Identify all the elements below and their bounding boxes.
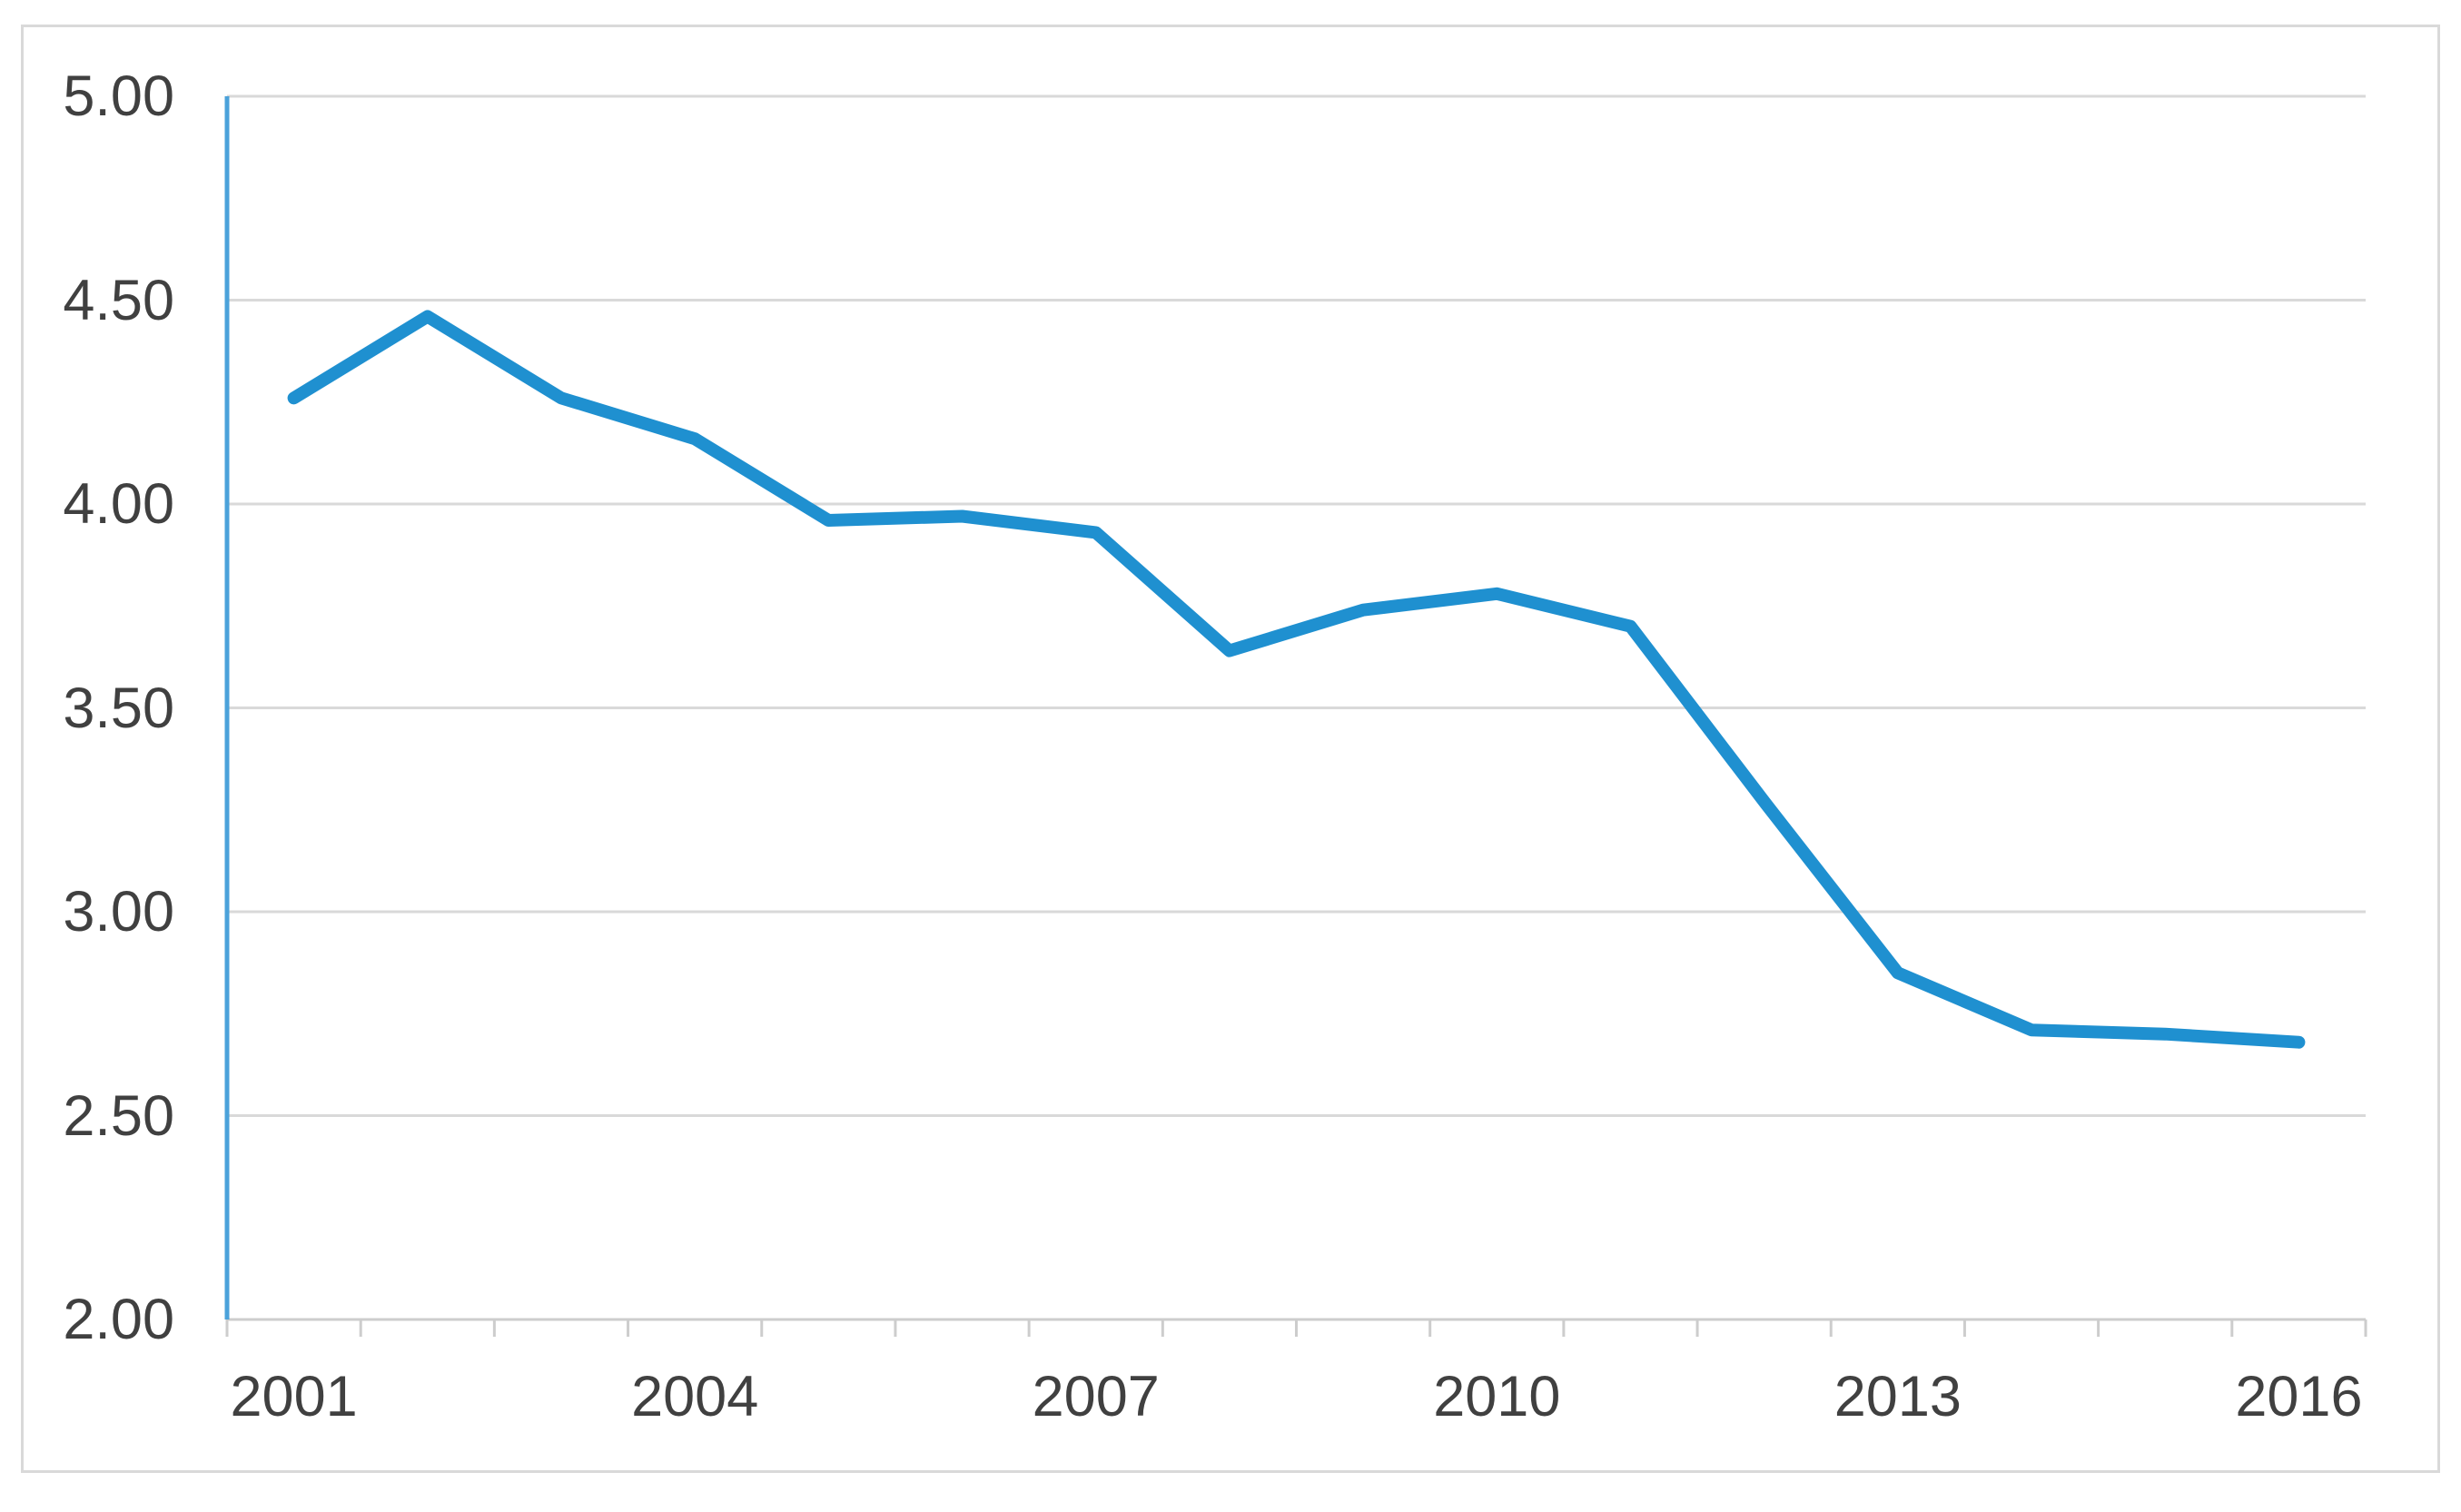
x-axis-tick-label: 2004: [631, 1365, 759, 1428]
y-axis-tick-label: 5.00: [63, 64, 174, 128]
y-axis-tick-label: 4.50: [63, 268, 174, 332]
chart-border-frame: [21, 25, 2440, 1473]
x-axis-tick-label: 2007: [1032, 1365, 1160, 1428]
gridlines: [227, 94, 2366, 1117]
y-axis-tick-label: 3.00: [63, 880, 174, 944]
y-axis-tick-label: 2.00: [63, 1288, 174, 1351]
data-series: [287, 310, 2306, 1049]
x-axis-tick-label: 2010: [1433, 1365, 1561, 1428]
x-axis-tick-label: 2016: [2235, 1365, 2363, 1428]
data-series-line: [287, 310, 2306, 1049]
y-axis-tick-label: 3.50: [63, 676, 174, 740]
y-axis-tick-label: 2.50: [63, 1083, 174, 1148]
x-axis-tick-label: 2013: [1833, 1365, 1962, 1428]
x-axis-ticks: [225, 1319, 2367, 1337]
y-axis-tick-label: 4.00: [63, 472, 174, 536]
x-axis-tick-label: 2001: [230, 1365, 358, 1428]
